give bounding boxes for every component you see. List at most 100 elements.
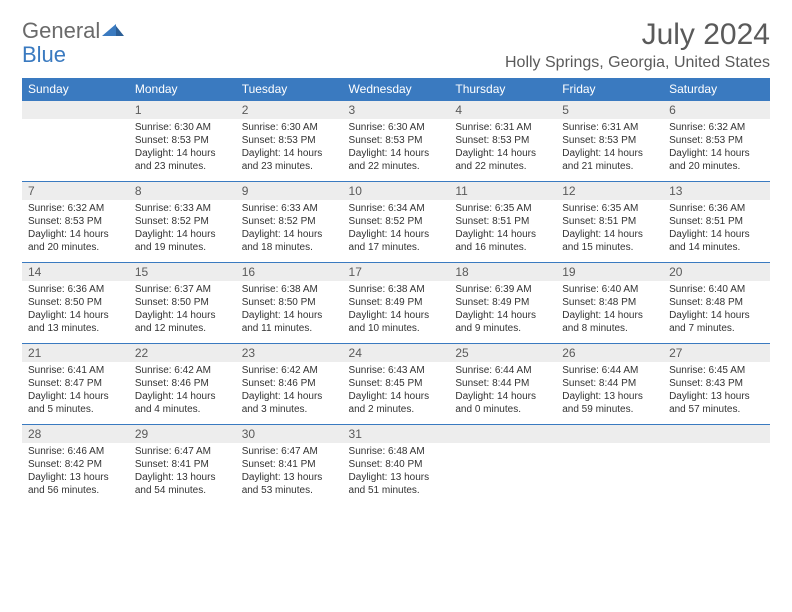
sunset-text: Sunset: 8:53 PM <box>28 215 123 228</box>
day-number: 21 <box>22 344 129 363</box>
day-number: 22 <box>129 344 236 363</box>
calendar-table: Sunday Monday Tuesday Wednesday Thursday… <box>22 78 770 505</box>
day-header: Saturday <box>663 78 770 101</box>
daylight-text: Daylight: 13 hours and 54 minutes. <box>135 471 230 497</box>
title-block: July 2024 Holly Springs, Georgia, United… <box>505 18 770 72</box>
daylight-text: Daylight: 13 hours and 57 minutes. <box>669 390 764 416</box>
sunrise-text: Sunrise: 6:33 AM <box>135 202 230 215</box>
sunset-text: Sunset: 8:46 PM <box>242 377 337 390</box>
day-number-row: 123456 <box>22 101 770 120</box>
sunrise-text: Sunrise: 6:30 AM <box>349 121 444 134</box>
sunrise-text: Sunrise: 6:31 AM <box>455 121 550 134</box>
sunrise-text: Sunrise: 6:30 AM <box>242 121 337 134</box>
sunset-text: Sunset: 8:52 PM <box>135 215 230 228</box>
day-number: 8 <box>129 182 236 201</box>
sunset-text: Sunset: 8:53 PM <box>242 134 337 147</box>
day-cell: Sunrise: 6:37 AMSunset: 8:50 PMDaylight:… <box>129 281 236 344</box>
daylight-text: Daylight: 14 hours and 21 minutes. <box>562 147 657 173</box>
day-cell: Sunrise: 6:35 AMSunset: 8:51 PMDaylight:… <box>556 200 663 263</box>
sunrise-text: Sunrise: 6:30 AM <box>135 121 230 134</box>
day-number-row: 78910111213 <box>22 182 770 201</box>
daylight-text: Daylight: 14 hours and 5 minutes. <box>28 390 123 416</box>
day-cell <box>22 119 129 182</box>
sunrise-text: Sunrise: 6:39 AM <box>455 283 550 296</box>
day-cell: Sunrise: 6:31 AMSunset: 8:53 PMDaylight:… <box>556 119 663 182</box>
day-number-row: 21222324252627 <box>22 344 770 363</box>
logo-text-general: General <box>22 18 100 44</box>
header: General July 2024 Holly Springs, Georgia… <box>22 18 770 72</box>
day-number: 28 <box>22 425 129 444</box>
sunrise-text: Sunrise: 6:42 AM <box>242 364 337 377</box>
day-cell: Sunrise: 6:48 AMSunset: 8:40 PMDaylight:… <box>343 443 450 505</box>
day-cell: Sunrise: 6:33 AMSunset: 8:52 PMDaylight:… <box>129 200 236 263</box>
day-number: 6 <box>663 101 770 120</box>
day-header: Sunday <box>22 78 129 101</box>
sunrise-text: Sunrise: 6:31 AM <box>562 121 657 134</box>
day-number: 20 <box>663 263 770 282</box>
sunset-text: Sunset: 8:53 PM <box>455 134 550 147</box>
sunset-text: Sunset: 8:41 PM <box>135 458 230 471</box>
sunrise-text: Sunrise: 6:36 AM <box>28 283 123 296</box>
daylight-text: Daylight: 14 hours and 19 minutes. <box>135 228 230 254</box>
day-cell: Sunrise: 6:47 AMSunset: 8:41 PMDaylight:… <box>236 443 343 505</box>
sunset-text: Sunset: 8:40 PM <box>349 458 444 471</box>
day-cell: Sunrise: 6:35 AMSunset: 8:51 PMDaylight:… <box>449 200 556 263</box>
sunset-text: Sunset: 8:47 PM <box>28 377 123 390</box>
day-cell: Sunrise: 6:34 AMSunset: 8:52 PMDaylight:… <box>343 200 450 263</box>
day-number: 9 <box>236 182 343 201</box>
sunset-text: Sunset: 8:49 PM <box>455 296 550 309</box>
day-number: 13 <box>663 182 770 201</box>
sunset-text: Sunset: 8:53 PM <box>349 134 444 147</box>
sunrise-text: Sunrise: 6:34 AM <box>349 202 444 215</box>
daylight-text: Daylight: 13 hours and 56 minutes. <box>28 471 123 497</box>
daylight-text: Daylight: 13 hours and 53 minutes. <box>242 471 337 497</box>
sunset-text: Sunset: 8:51 PM <box>562 215 657 228</box>
sunset-text: Sunset: 8:42 PM <box>28 458 123 471</box>
day-number: 31 <box>343 425 450 444</box>
daylight-text: Daylight: 14 hours and 22 minutes. <box>455 147 550 173</box>
logo-mark-icon <box>102 18 124 44</box>
daylight-text: Daylight: 14 hours and 7 minutes. <box>669 309 764 335</box>
day-cell: Sunrise: 6:42 AMSunset: 8:46 PMDaylight:… <box>236 362 343 425</box>
day-cell: Sunrise: 6:36 AMSunset: 8:50 PMDaylight:… <box>22 281 129 344</box>
sunset-text: Sunset: 8:41 PM <box>242 458 337 471</box>
day-number: 10 <box>343 182 450 201</box>
logo: General <box>22 18 126 44</box>
day-cell: Sunrise: 6:44 AMSunset: 8:44 PMDaylight:… <box>449 362 556 425</box>
day-number: 3 <box>343 101 450 120</box>
day-header: Wednesday <box>343 78 450 101</box>
sunrise-text: Sunrise: 6:38 AM <box>349 283 444 296</box>
day-number: 16 <box>236 263 343 282</box>
sunrise-text: Sunrise: 6:42 AM <box>135 364 230 377</box>
sunset-text: Sunset: 8:51 PM <box>455 215 550 228</box>
sunset-text: Sunset: 8:48 PM <box>562 296 657 309</box>
sunrise-text: Sunrise: 6:44 AM <box>562 364 657 377</box>
day-cell: Sunrise: 6:43 AMSunset: 8:45 PMDaylight:… <box>343 362 450 425</box>
sunrise-text: Sunrise: 6:48 AM <box>349 445 444 458</box>
day-cell: Sunrise: 6:31 AMSunset: 8:53 PMDaylight:… <box>449 119 556 182</box>
sunset-text: Sunset: 8:53 PM <box>135 134 230 147</box>
day-cell <box>556 443 663 505</box>
day-cell: Sunrise: 6:38 AMSunset: 8:49 PMDaylight:… <box>343 281 450 344</box>
logo-blue-text: Blue <box>22 42 66 68</box>
day-cell: Sunrise: 6:33 AMSunset: 8:52 PMDaylight:… <box>236 200 343 263</box>
day-cell: Sunrise: 6:47 AMSunset: 8:41 PMDaylight:… <box>129 443 236 505</box>
daylight-text: Daylight: 14 hours and 15 minutes. <box>562 228 657 254</box>
day-number: 5 <box>556 101 663 120</box>
calendar-header-row: Sunday Monday Tuesday Wednesday Thursday… <box>22 78 770 101</box>
daylight-text: Daylight: 14 hours and 20 minutes. <box>28 228 123 254</box>
daylight-text: Daylight: 14 hours and 17 minutes. <box>349 228 444 254</box>
day-cell: Sunrise: 6:32 AMSunset: 8:53 PMDaylight:… <box>663 119 770 182</box>
day-cell: Sunrise: 6:45 AMSunset: 8:43 PMDaylight:… <box>663 362 770 425</box>
sunset-text: Sunset: 8:50 PM <box>242 296 337 309</box>
sunset-text: Sunset: 8:48 PM <box>669 296 764 309</box>
day-cell: Sunrise: 6:38 AMSunset: 8:50 PMDaylight:… <box>236 281 343 344</box>
sunset-text: Sunset: 8:46 PM <box>135 377 230 390</box>
day-number: 2 <box>236 101 343 120</box>
day-number: 4 <box>449 101 556 120</box>
sunset-text: Sunset: 8:52 PM <box>349 215 444 228</box>
day-number: 1 <box>129 101 236 120</box>
day-cell: Sunrise: 6:41 AMSunset: 8:47 PMDaylight:… <box>22 362 129 425</box>
sunset-text: Sunset: 8:50 PM <box>135 296 230 309</box>
sunrise-text: Sunrise: 6:35 AM <box>455 202 550 215</box>
